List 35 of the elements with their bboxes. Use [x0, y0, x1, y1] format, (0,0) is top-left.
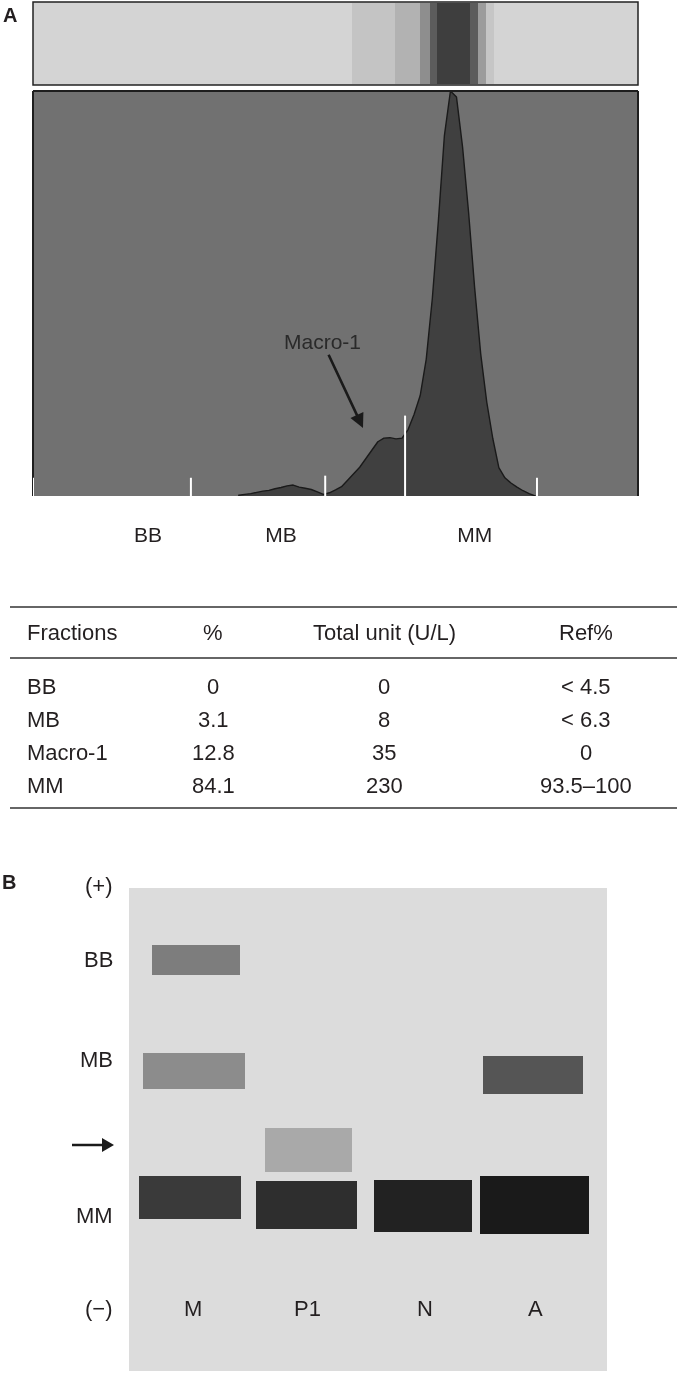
text: < 6.3	[561, 707, 611, 732]
text: 12.8	[192, 740, 235, 765]
text: B	[2, 871, 17, 893]
text: MM	[76, 1203, 113, 1228]
annotation: Macro-1	[284, 330, 362, 353]
text: Fractions	[27, 620, 118, 645]
text: MB	[80, 1047, 113, 1072]
text: 0	[580, 740, 593, 765]
text: (−)	[85, 1296, 113, 1321]
chart-title: A	[3, 4, 18, 26]
text: 8	[378, 707, 391, 732]
text: 3.1	[198, 707, 229, 732]
text: < 4.5	[561, 674, 611, 699]
text: Macro-1	[27, 740, 108, 765]
text: 35	[372, 740, 397, 765]
text: (+)	[85, 873, 113, 898]
x-tick-label: BB	[133, 523, 162, 546]
text: 93.5–100	[540, 773, 632, 798]
text: MM	[27, 773, 64, 798]
text: N	[417, 1296, 433, 1321]
text: BB	[27, 674, 57, 699]
text: BB	[84, 947, 114, 972]
x-tick-label: MB	[265, 523, 297, 546]
text: MB	[27, 707, 60, 732]
text: 0	[207, 674, 220, 699]
text: 84.1	[192, 773, 235, 798]
text: M	[184, 1296, 203, 1321]
text: 230	[366, 773, 403, 798]
text: Total unit (U/L)	[313, 620, 457, 645]
x-tick-label: MM	[457, 523, 493, 546]
text: A	[528, 1296, 543, 1321]
text: P1	[294, 1296, 321, 1321]
text: Ref%	[559, 620, 613, 645]
text: 0	[378, 674, 391, 699]
text: %	[203, 620, 223, 645]
